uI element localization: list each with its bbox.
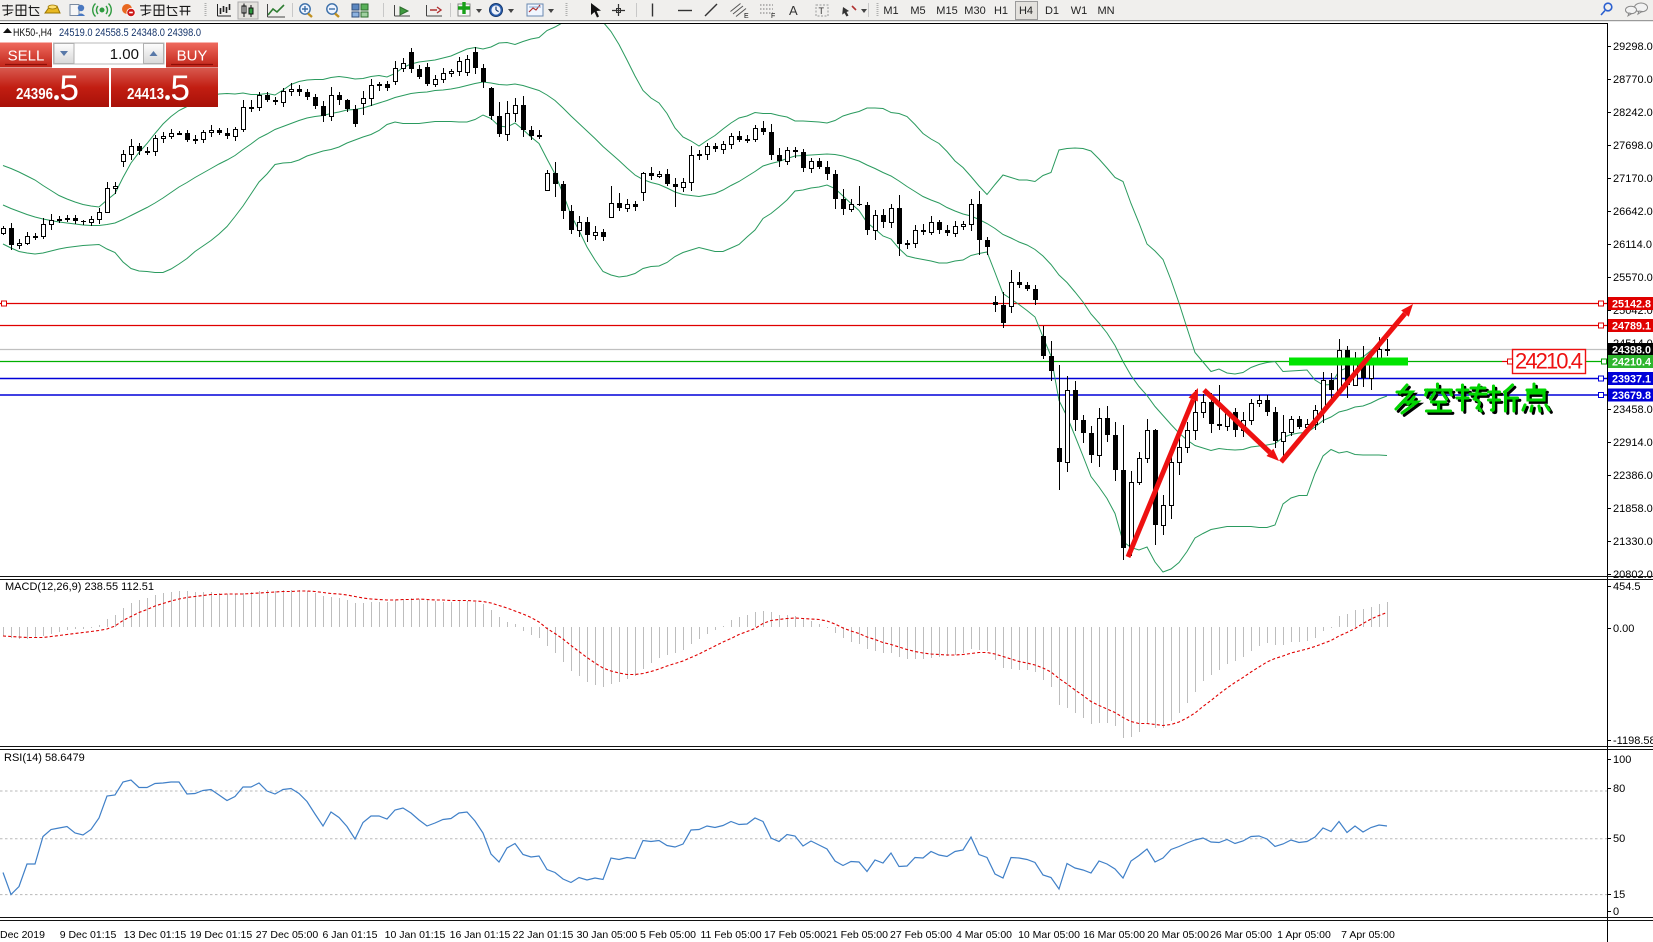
svg-text:A: A [789,3,798,18]
svg-text:H1: H1 [994,5,1008,17]
svg-text:27170.0: 27170.0 [1613,173,1653,185]
svg-text:MN: MN [1097,5,1114,17]
svg-text:21330.0: 21330.0 [1613,536,1653,548]
svg-text:25142.8: 25142.8 [1612,299,1651,311]
svg-text:1.00: 1.00 [110,46,139,63]
svg-text:M5: M5 [910,5,925,17]
svg-text:24396: 24396 [16,86,53,103]
svg-text:22914.0: 22914.0 [1613,437,1653,449]
svg-text:24519.0 24558.5 24348.0 24398.: 24519.0 24558.5 24348.0 24398.0 [59,27,201,39]
svg-text:SELL: SELL [8,48,45,65]
svg-text:10 Mar 05:00: 10 Mar 05:00 [1018,929,1080,941]
svg-text:80: 80 [1613,783,1625,795]
svg-text:23679.8: 23679.8 [1612,390,1651,402]
svg-text:22 Jan 01:15: 22 Jan 01:15 [513,929,574,941]
svg-text:21 Feb 05:00: 21 Feb 05:00 [826,929,888,941]
svg-text:11 Feb 05:00: 11 Feb 05:00 [700,929,761,941]
svg-text:M1: M1 [883,5,898,17]
svg-text:D1: D1 [1045,5,1059,17]
svg-text:Dec 2019: Dec 2019 [0,929,45,941]
svg-text:16 Jan 01:15: 16 Jan 01:15 [450,929,511,941]
svg-text:6 Jan 01:15: 6 Jan 01:15 [323,929,378,941]
svg-text:100: 100 [1613,754,1631,766]
svg-text:5 Feb 05:00: 5 Feb 05:00 [640,929,696,941]
svg-text:M30: M30 [964,5,985,17]
svg-text:0: 0 [1613,906,1619,918]
svg-text:26114.0: 26114.0 [1613,239,1652,251]
svg-text:-1198.58: -1198.58 [1613,735,1653,747]
svg-text:21858.0: 21858.0 [1613,503,1653,515]
svg-text:RSI(14) 58.6479: RSI(14) 58.6479 [4,752,85,764]
svg-text:7 Apr 05:00: 7 Apr 05:00 [1341,929,1395,941]
svg-text:13 Dec 01:15: 13 Dec 01:15 [124,929,187,941]
svg-text:27 Feb 05:00: 27 Feb 05:00 [890,929,952,941]
svg-text:50: 50 [1613,833,1625,845]
svg-text:454.5: 454.5 [1613,581,1641,593]
svg-text:27698.0: 27698.0 [1613,140,1653,152]
svg-text:19 Dec 01:15: 19 Dec 01:15 [190,929,253,941]
svg-text:H4: H4 [1019,5,1033,17]
svg-text:24413: 24413 [127,86,164,103]
svg-text:22386.0: 22386.0 [1613,470,1653,482]
svg-text:28242.0: 28242.0 [1613,107,1653,119]
svg-text:26642.0: 26642.0 [1613,206,1653,218]
svg-text:28770.0: 28770.0 [1613,74,1653,86]
svg-text:15: 15 [1613,889,1625,901]
svg-text:E: E [744,13,749,20]
svg-text:26 Mar 05:00: 26 Mar 05:00 [1210,929,1272,941]
svg-text:4 Mar 05:00: 4 Mar 05:00 [956,929,1012,941]
svg-text:MACD(12,26,9) 238.55 112.51: MACD(12,26,9) 238.55 112.51 [5,581,154,593]
svg-text:24398.0: 24398.0 [1612,345,1651,357]
svg-text:27 Dec 05:00: 27 Dec 05:00 [256,929,319,941]
svg-text:23937.1: 23937.1 [1612,374,1651,386]
svg-text:BUY: BUY [177,48,208,65]
svg-text:23458.0: 23458.0 [1613,404,1653,416]
svg-text:T: T [819,6,825,16]
svg-text:M15: M15 [936,5,957,17]
svg-text:20 Mar 05:00: 20 Mar 05:00 [1147,929,1209,941]
svg-text:9 Dec 01:15: 9 Dec 01:15 [60,929,117,941]
svg-text:10 Jan 01:15: 10 Jan 01:15 [385,929,446,941]
svg-text:29298.0: 29298.0 [1613,41,1653,53]
svg-text:HK50-,H4: HK50-,H4 [13,27,52,39]
svg-text:16 Mar 05:00: 16 Mar 05:00 [1083,929,1145,941]
svg-text:24210.4: 24210.4 [1515,349,1583,374]
svg-text:20802.0: 20802.0 [1613,569,1653,581]
svg-text:17 Feb 05:00: 17 Feb 05:00 [764,929,826,941]
svg-text:5: 5 [60,69,79,108]
svg-text:30 Jan 05:00: 30 Jan 05:00 [577,929,638,941]
svg-text:5: 5 [171,69,190,108]
svg-text:0.00: 0.00 [1613,623,1634,635]
svg-text:24789.1: 24789.1 [1612,321,1651,333]
svg-text:24210.4: 24210.4 [1612,357,1652,369]
svg-text:1 Apr 05:00: 1 Apr 05:00 [1277,929,1331,941]
svg-text:W1: W1 [1071,5,1088,17]
svg-text:25570.0: 25570.0 [1613,272,1653,284]
svg-text:F: F [771,13,775,20]
